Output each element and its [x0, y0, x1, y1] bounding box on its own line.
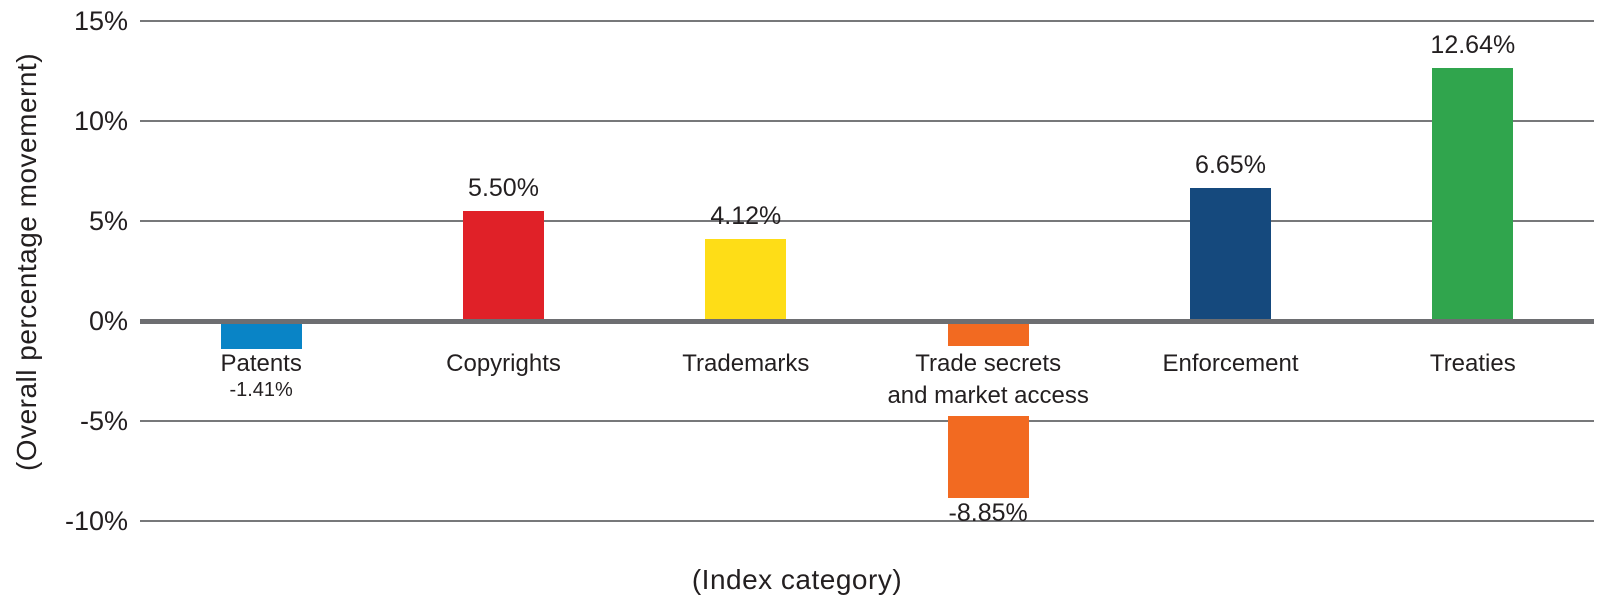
x-axis-title: (Index category)	[691, 564, 903, 595]
category-label-line: and market access	[887, 382, 1089, 409]
category-label-trademarks: Trademarks	[682, 348, 809, 380]
y-tick-label-15: 15%	[73, 6, 128, 36]
category-label-line: Enforcement	[1162, 350, 1299, 377]
gridline-5	[140, 220, 1594, 222]
value-label-copyrights: 5.50%	[468, 174, 539, 202]
category-label-line: Patents	[220, 350, 302, 377]
y-tick-label-10: -10%	[64, 506, 128, 536]
gridline-15	[140, 20, 1594, 22]
value-label-trade-secrets-and-market-access: -8.85%	[948, 499, 1028, 527]
bar-copyrights	[463, 211, 544, 321]
value-label-treaties: 12.64%	[1430, 31, 1516, 60]
category-label-line: Treaties	[1429, 350, 1516, 377]
category-label-enforcement: Enforcement	[1162, 348, 1298, 380]
y-tick-label-10: 10%	[73, 106, 128, 136]
value-label-patents: -1.41%	[229, 379, 293, 401]
category-label-line: Trademarks	[682, 350, 810, 377]
y-tick-label-5: 5%	[88, 206, 128, 236]
bar-treaties	[1432, 68, 1513, 321]
category-label-copyrights: Copyrights	[446, 348, 561, 380]
category-label-line: Copyrights	[446, 350, 561, 377]
category-label-treaties: Treaties	[1430, 348, 1516, 380]
y-tick-label-0: 0%	[88, 306, 128, 336]
bar-patents	[221, 321, 302, 349]
category-label-line: Trade secrets	[915, 350, 1062, 377]
gridline-10	[140, 120, 1594, 122]
value-label-enforcement: 6.65%	[1195, 151, 1266, 179]
bar-enforcement	[1190, 188, 1271, 321]
y-tick-label-5: -5%	[79, 406, 128, 436]
category-label-trade-secrets-and-market-access: Trade secrets and market access	[875, 346, 1101, 416]
gridline-10	[140, 520, 1594, 522]
zero-axis-line	[140, 319, 1594, 324]
value-label-trademarks: 4.12%	[710, 201, 782, 230]
gridline-5	[140, 420, 1594, 422]
bar-trademarks	[705, 239, 786, 321]
category-label-patents: Patents	[220, 348, 301, 380]
